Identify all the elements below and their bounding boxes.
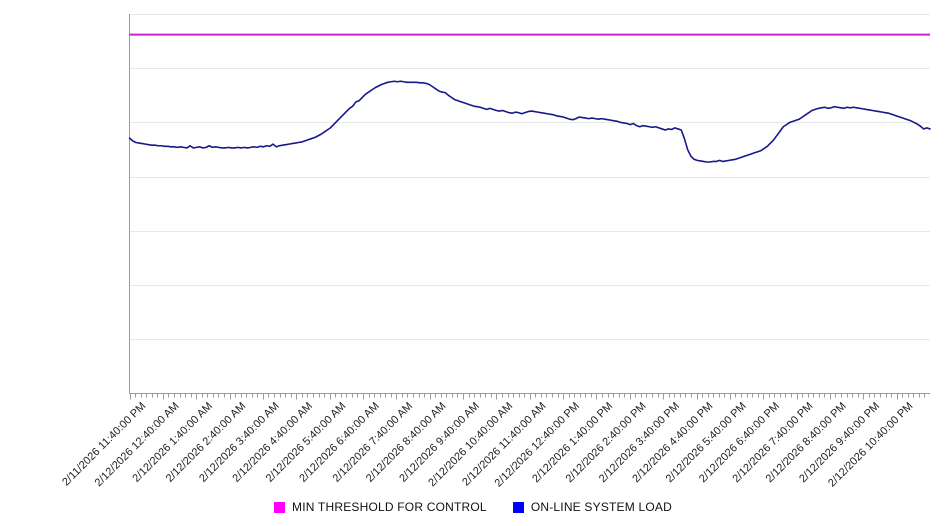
legend-entry[interactable]: MIN THRESHOLD FOR CONTROL	[274, 500, 487, 514]
x-axis-tick-labels: 2/11/2026 11:40:00 PM2/12/2026 12:40:00 …	[60, 400, 915, 489]
data-series-group	[128, 33, 931, 163]
legend-label: ON-LINE SYSTEM LOAD	[530, 500, 672, 514]
series-on-line-system-load	[128, 80, 931, 163]
axis-lines	[129, 14, 930, 394]
legend-color-swatch	[512, 501, 524, 513]
chart-legend: MIN THRESHOLD FOR CONTROL ON-LINE SYSTEM …	[0, 496, 946, 518]
grid-lines	[129, 14, 930, 340]
legend-color-swatch	[274, 501, 286, 513]
legend-entry[interactable]: ON-LINE SYSTEM LOAD	[512, 500, 672, 514]
x-axis-tick-marks	[130, 393, 925, 400]
legend-label: MIN THRESHOLD FOR CONTROL	[292, 500, 487, 514]
